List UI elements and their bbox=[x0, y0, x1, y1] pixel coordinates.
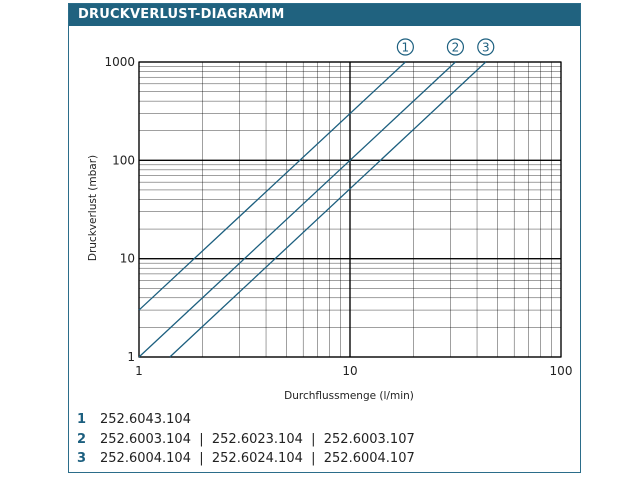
chart-title: DRUCKVERLUST-DIAGRAMM bbox=[78, 7, 285, 22]
grid-lines bbox=[138, 61, 562, 358]
series-marker-3 bbox=[477, 38, 495, 56]
tick-labels: 1 10 100 1 10 100 1000 bbox=[104, 55, 572, 378]
y-tick-label: 1000 bbox=[104, 55, 135, 69]
legend-number: 3 bbox=[77, 451, 87, 466]
legend-item: 2 252.6003.104 | 252.6023.104 | 252.6003.… bbox=[77, 430, 415, 450]
y-tick-label: 1 bbox=[127, 350, 135, 364]
legend: 1 252.6043.104 2 252.6003.104 | 252.6023.1… bbox=[77, 410, 415, 469]
series-line-3 bbox=[169, 61, 487, 358]
legend-number: 2 bbox=[77, 431, 87, 447]
y-tick-label: 100 bbox=[112, 153, 135, 167]
series-marker-2 bbox=[446, 38, 465, 56]
legend-number: 1 bbox=[77, 412, 87, 427]
legend-text: 252.6003.104 | 252.6023.104 | 252.6003.1… bbox=[100, 431, 415, 447]
x-tick-label: 10 bbox=[342, 364, 357, 378]
x-tick-label: 100 bbox=[550, 364, 573, 378]
series-marker-label: 2 bbox=[452, 41, 460, 55]
series-marker-label: 1 bbox=[402, 41, 410, 55]
legend-item: 1 252.6043.104 bbox=[77, 410, 415, 430]
legend-text: 252.6004.104 | 252.6024.104 | 252.6004.1… bbox=[100, 451, 415, 466]
y-tick-label: 10 bbox=[120, 252, 135, 266]
series-markers: 1 2 3 bbox=[396, 38, 495, 56]
x-axis-label: Durchflussmenge (l/min) bbox=[284, 390, 414, 402]
legend-text: 252.6043.104 bbox=[100, 412, 191, 427]
series-lines bbox=[138, 61, 487, 358]
chart-panel: DRUCKVERLUST-DIAGRAMM bbox=[68, 3, 581, 473]
series-marker-1 bbox=[396, 38, 414, 56]
x-tick-label: 1 bbox=[135, 364, 143, 378]
chart-header: DRUCKVERLUST-DIAGRAMM bbox=[69, 4, 580, 26]
plot-border bbox=[138, 61, 562, 358]
series-line-2 bbox=[138, 61, 456, 358]
series-marker-label: 3 bbox=[482, 41, 490, 55]
legend-item: 3 252.6004.104 | 252.6024.104 | 252.6004.… bbox=[77, 449, 415, 469]
y-axis-label: Druckverlust (mbar) bbox=[87, 155, 99, 261]
series-line-1 bbox=[138, 61, 406, 311]
